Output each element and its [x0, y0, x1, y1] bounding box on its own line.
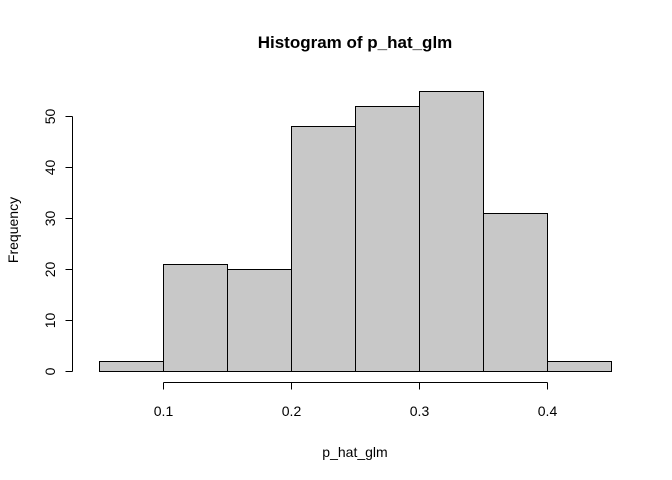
histogram-bar-2	[163, 264, 228, 372]
y-tick-label: 30	[42, 211, 58, 227]
x-tick-label: 0.2	[282, 403, 302, 419]
x-tick-label: 0.4	[538, 403, 558, 419]
chart-title: Histogram of p_hat_glm	[258, 33, 453, 52]
x-tick-label: 0.3	[410, 403, 430, 419]
histogram-bar-4	[291, 126, 356, 372]
x-axis-label: p_hat_glm	[322, 444, 387, 460]
y-tick-label: 20	[42, 262, 58, 278]
histogram-bar-1	[99, 361, 164, 372]
histogram-bar-8	[547, 361, 612, 372]
histogram-bar-3	[227, 269, 292, 372]
histogram-bar-7	[483, 213, 548, 372]
y-axis-label: Frequency	[5, 197, 21, 263]
y-axis: 0 10 20 30 40 50	[42, 109, 73, 375]
histogram-bar-5	[355, 106, 420, 372]
bars-group	[99, 91, 612, 372]
x-tick-label: 0.1	[154, 403, 174, 419]
x-axis: 0.1 0.2 0.3 0.4	[154, 382, 558, 419]
y-tick-label: 10	[42, 313, 58, 329]
y-tick-label: 40	[42, 160, 58, 176]
y-tick-label: 0	[42, 367, 58, 375]
histogram-bar-6	[419, 91, 484, 372]
y-tick-label: 50	[42, 109, 58, 125]
